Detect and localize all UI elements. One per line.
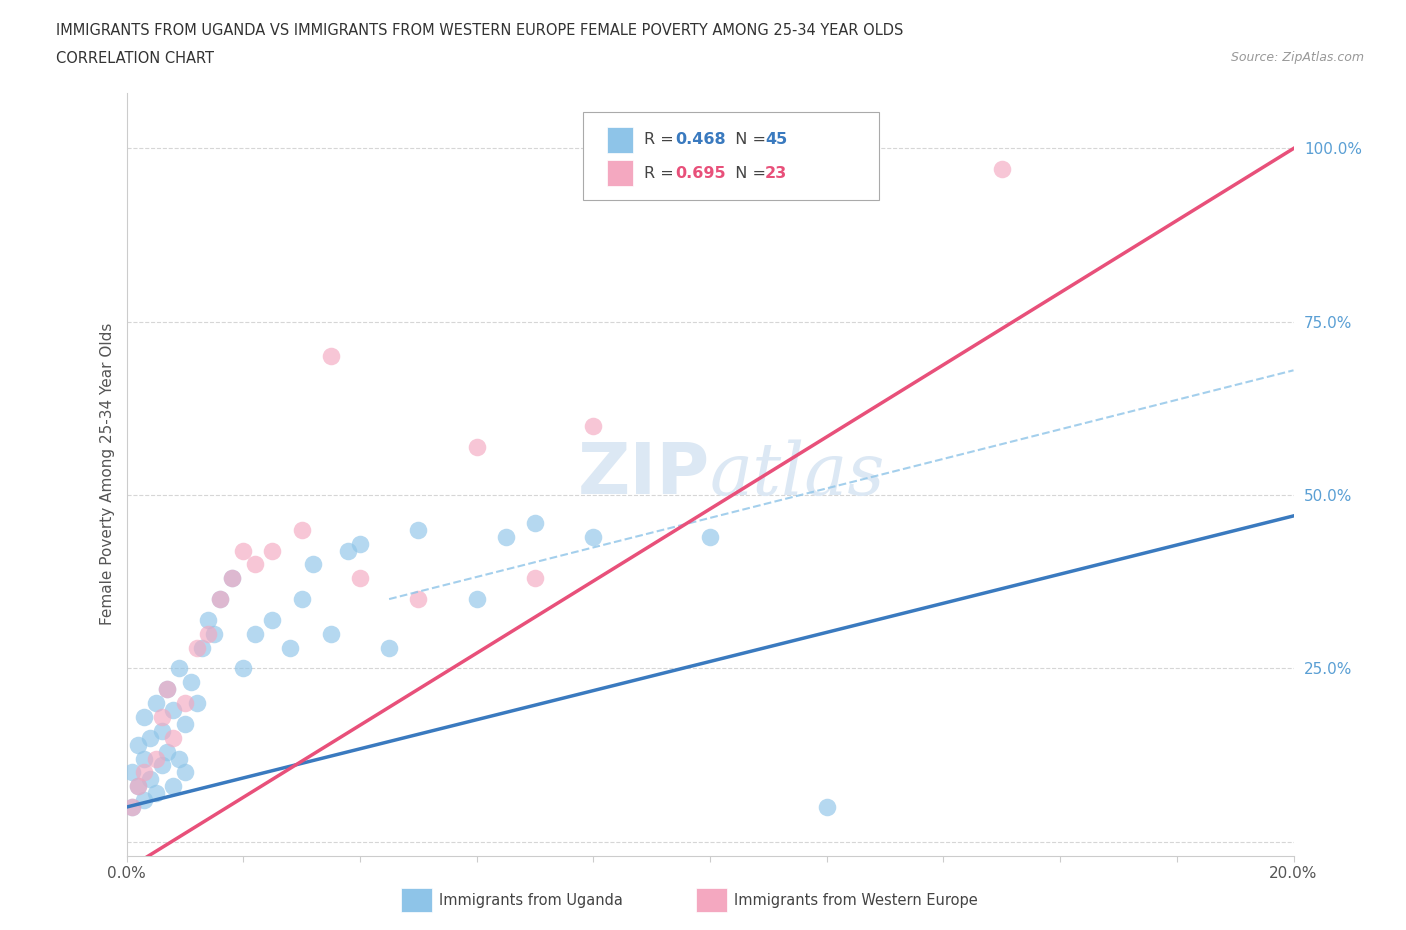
Point — [465, 439, 488, 454]
Point — [319, 626, 342, 641]
Point — [156, 744, 179, 759]
Text: 45: 45 — [765, 132, 787, 148]
Point — [302, 557, 325, 572]
Point — [495, 529, 517, 544]
Text: N =: N = — [725, 166, 772, 180]
Point — [162, 778, 184, 793]
Text: Immigrants from Uganda: Immigrants from Uganda — [439, 893, 623, 908]
Point — [202, 626, 225, 641]
Point — [150, 724, 173, 738]
Text: ZIP: ZIP — [578, 440, 710, 509]
Text: R =: R = — [644, 166, 679, 180]
Point — [174, 716, 197, 731]
Point — [139, 772, 162, 787]
Point — [150, 710, 173, 724]
Point — [145, 786, 167, 801]
Point — [278, 640, 301, 655]
Y-axis label: Female Poverty Among 25-34 Year Olds: Female Poverty Among 25-34 Year Olds — [100, 323, 115, 626]
Point — [145, 751, 167, 766]
Point — [582, 529, 605, 544]
Point — [243, 626, 266, 641]
Point — [337, 543, 360, 558]
Point — [132, 710, 155, 724]
Point — [232, 661, 254, 676]
Point — [145, 696, 167, 711]
Point — [408, 591, 430, 606]
Point — [186, 696, 208, 711]
Point — [127, 778, 149, 793]
Point — [408, 523, 430, 538]
Point — [319, 349, 342, 364]
Point — [174, 696, 197, 711]
Text: atlas: atlas — [710, 439, 886, 510]
Point — [990, 162, 1012, 177]
Text: 23: 23 — [765, 166, 787, 180]
Point — [156, 682, 179, 697]
Text: 0.468: 0.468 — [675, 132, 725, 148]
Point — [150, 758, 173, 773]
Point — [524, 515, 547, 530]
Point — [162, 730, 184, 745]
Point — [243, 557, 266, 572]
Point — [127, 737, 149, 752]
Text: IMMIGRANTS FROM UGANDA VS IMMIGRANTS FROM WESTERN EUROPE FEMALE POVERTY AMONG 25: IMMIGRANTS FROM UGANDA VS IMMIGRANTS FRO… — [56, 23, 904, 38]
Point — [127, 778, 149, 793]
Point — [174, 765, 197, 780]
Point — [186, 640, 208, 655]
Point — [197, 626, 219, 641]
Point — [349, 537, 371, 551]
Point — [699, 529, 721, 544]
Point — [232, 543, 254, 558]
Point — [582, 418, 605, 433]
Text: N =: N = — [725, 132, 772, 148]
Point — [132, 792, 155, 807]
Point — [221, 571, 243, 586]
Point — [167, 661, 190, 676]
Point — [815, 800, 838, 815]
Point — [290, 523, 312, 538]
Point — [121, 800, 143, 815]
Point — [162, 702, 184, 717]
Point — [132, 765, 155, 780]
Text: Immigrants from Western Europe: Immigrants from Western Europe — [734, 893, 977, 908]
Text: 0.695: 0.695 — [675, 166, 725, 180]
Text: Source: ZipAtlas.com: Source: ZipAtlas.com — [1230, 51, 1364, 64]
Point — [378, 640, 401, 655]
Point — [139, 730, 162, 745]
Text: CORRELATION CHART: CORRELATION CHART — [56, 51, 214, 66]
Point — [132, 751, 155, 766]
Point — [262, 543, 284, 558]
Point — [121, 765, 143, 780]
Point — [121, 800, 143, 815]
Point — [197, 613, 219, 628]
Point — [221, 571, 243, 586]
Point — [465, 591, 488, 606]
Point — [180, 675, 202, 690]
Point — [208, 591, 231, 606]
Point — [191, 640, 214, 655]
Point — [167, 751, 190, 766]
Point — [290, 591, 312, 606]
Point — [524, 571, 547, 586]
Point — [156, 682, 179, 697]
Point — [262, 613, 284, 628]
Point — [208, 591, 231, 606]
Text: R =: R = — [644, 132, 679, 148]
Point — [349, 571, 371, 586]
